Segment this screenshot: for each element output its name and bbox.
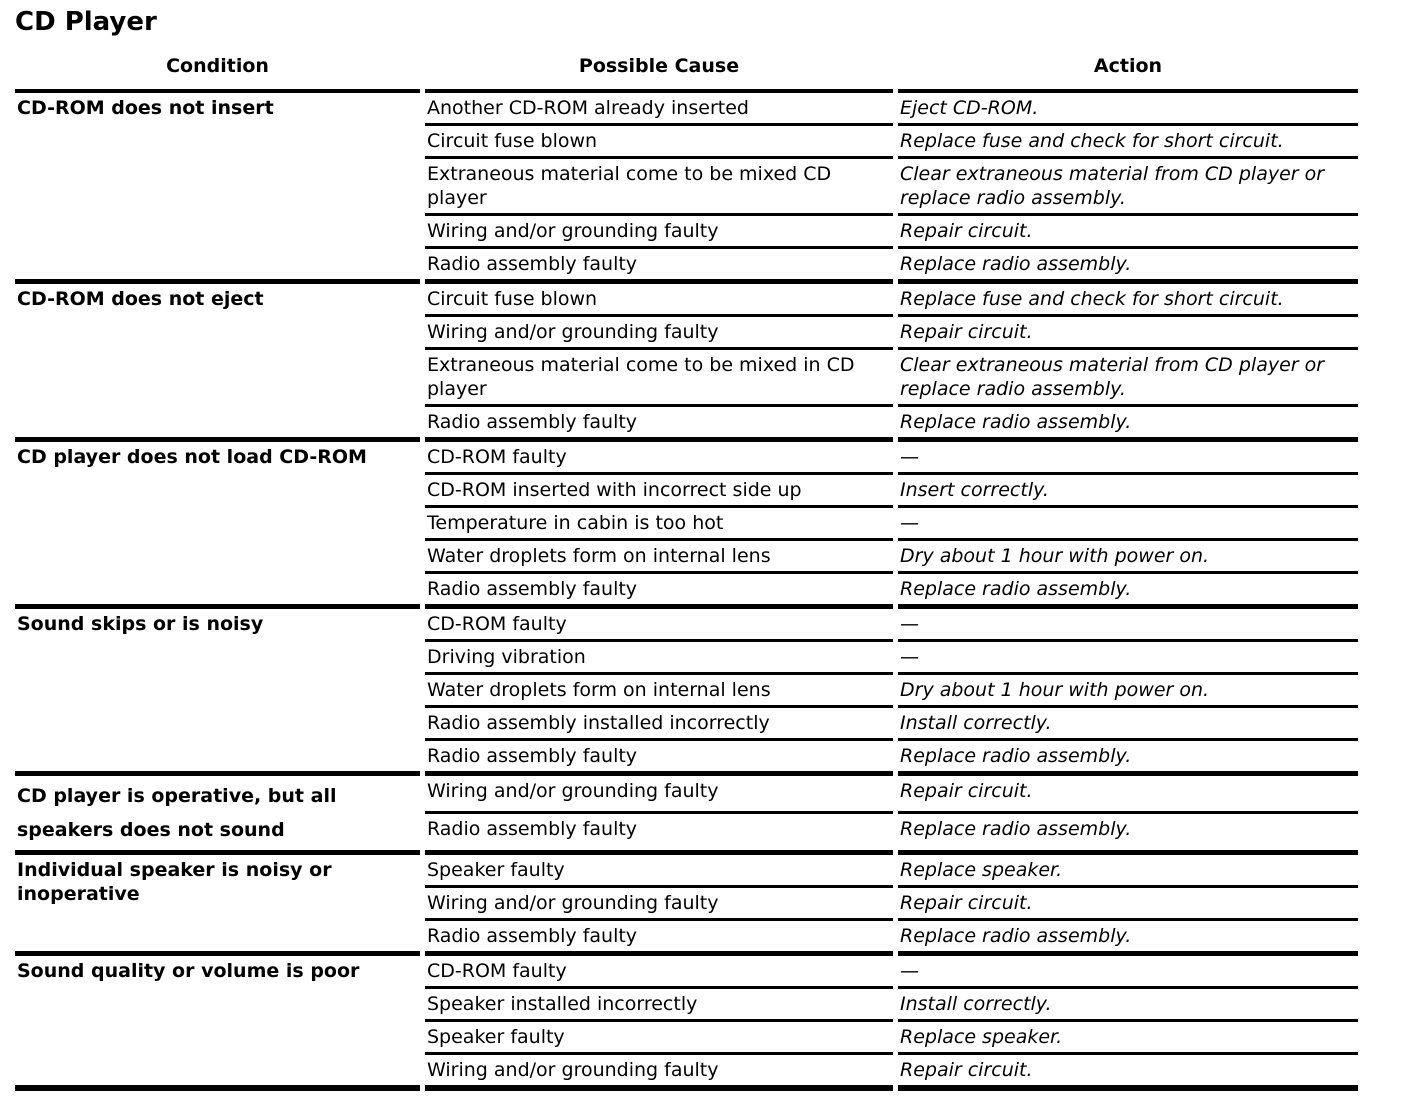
table-row: CD player does not load CD-ROM CD-ROM fa… [15, 442, 1358, 609]
table-row: Radio assembly faulty Replace radio asse… [15, 249, 1358, 284]
condition-cell: CD player does not load CD-ROM [15, 442, 420, 609]
action-cell: Repair circuit. [898, 888, 1358, 921]
condition-cell: Sound quality or volume is poor [15, 956, 420, 1091]
cause-cell: Wiring and/or grounding faulty [425, 216, 893, 249]
action-cell: Replace radio assembly. [898, 921, 1358, 956]
action-cell: Repair circuit. [898, 776, 1358, 814]
cause-cell: Radio assembly installed incorrectly [425, 708, 893, 741]
column-header-possible-cause: Possible Cause [425, 37, 893, 93]
condition-cell: CD player is operative, but all speakers… [15, 776, 420, 855]
table-row: Sound skips or is noisy CD-ROM faulty — [15, 609, 1358, 776]
troubleshooting-table: Condition Possible Cause Action CD-ROM d… [10, 37, 1363, 1091]
action-cell: — [898, 508, 1358, 541]
cause-cell: Extraneous material come to be mixed CD … [425, 159, 893, 216]
action-cell: Replace radio assembly. [898, 741, 1358, 776]
action-cell: Repair circuit. [898, 1055, 1358, 1091]
action-cell: Replace fuse and check for short circuit… [898, 126, 1358, 159]
cause-cell: Temperature in cabin is too hot [425, 508, 893, 541]
cause-cell: Water droplets form on internal lens [425, 675, 893, 708]
condition-cell: Sound skips or is noisy [15, 609, 420, 776]
table-row: Speaker faulty Replace speaker. [15, 1022, 1358, 1055]
cause-cell: CD-ROM faulty [425, 609, 893, 642]
cause-cell: CD-ROM faulty [425, 442, 893, 475]
action-cell: — [898, 642, 1358, 675]
table-row: Radio assembly installed incorrectly Ins… [15, 708, 1358, 741]
page-title: CD Player [15, 7, 157, 37]
table-row: Radio assembly faulty Replace radio asse… [15, 741, 1358, 776]
table-row: CD-ROM does not insert Another CD-ROM al… [15, 93, 1358, 284]
table-row: Extraneous material come to be mixed in … [15, 350, 1358, 407]
cause-cell: Circuit fuse blown [425, 284, 893, 317]
action-cell: Install correctly. [898, 989, 1358, 1022]
header-row: Condition Possible Cause Action [15, 37, 1358, 93]
action-cell: Dry about 1 hour with power on. [898, 541, 1358, 574]
column-header-action: Action [898, 37, 1358, 93]
table-row: Extraneous material come to be mixed CD … [15, 159, 1358, 216]
cause-cell: Radio assembly faulty [425, 814, 893, 855]
cause-cell: Another CD-ROM already inserted [425, 93, 893, 126]
cause-cell: Radio assembly faulty [425, 741, 893, 776]
table-row: Water droplets form on internal lens Dry… [15, 541, 1358, 574]
table-row: Radio assembly faulty Replace radio asse… [15, 574, 1358, 609]
table-row: Wiring and/or grounding faulty Repair ci… [15, 888, 1358, 921]
action-cell: Replace radio assembly. [898, 249, 1358, 284]
action-cell: Replace speaker. [898, 855, 1358, 888]
cause-cell: CD-ROM inserted with incorrect side up [425, 475, 893, 508]
table-row: Wiring and/or grounding faulty Repair ci… [15, 1055, 1358, 1091]
table-row: Speaker installed incorrectly Install co… [15, 989, 1358, 1022]
cause-cell: Speaker faulty [425, 1022, 893, 1055]
cause-cell: Radio assembly faulty [425, 574, 893, 609]
cause-cell: Water droplets form on internal lens [425, 541, 893, 574]
table-header: Condition Possible Cause Action [15, 37, 1358, 93]
action-cell: Install correctly. [898, 708, 1358, 741]
action-cell: Clear extraneous material from CD player… [898, 159, 1358, 216]
condition-cell: CD-ROM does not insert [15, 93, 420, 284]
table-row: Sound quality or volume is poor CD-ROM f… [15, 956, 1358, 1091]
action-cell: Insert correctly. [898, 475, 1358, 508]
cause-cell: CD-ROM faulty [425, 956, 893, 989]
action-cell: — [898, 609, 1358, 642]
column-header-condition: Condition [15, 37, 420, 93]
table-row: Wiring and/or grounding faulty Repair ci… [15, 317, 1358, 350]
table-row: Radio assembly faulty Replace radio asse… [15, 921, 1358, 956]
action-cell: Clear extraneous material from CD player… [898, 350, 1358, 407]
table-row: CD-ROM inserted with incorrect side up I… [15, 475, 1358, 508]
table-row: CD player is operative, but all speakers… [15, 776, 1358, 855]
cause-cell: Circuit fuse blown [425, 126, 893, 159]
action-cell: Replace speaker. [898, 1022, 1358, 1055]
table-row: Individual speaker is noisy or inoperati… [15, 855, 1358, 956]
action-cell: Dry about 1 hour with power on. [898, 675, 1358, 708]
action-cell: Replace radio assembly. [898, 814, 1358, 855]
table-row: Temperature in cabin is too hot — [15, 508, 1358, 541]
cause-cell: Driving vibration [425, 642, 893, 675]
condition-cell: Individual speaker is noisy or inoperati… [15, 855, 420, 956]
cause-cell: Wiring and/or grounding faulty [425, 776, 893, 814]
table-row: CD-ROM does not eject Circuit fuse blown… [15, 284, 1358, 442]
cause-cell: Wiring and/or grounding faulty [425, 1055, 893, 1091]
cause-cell: Speaker faulty [425, 855, 893, 888]
table-row: Water droplets form on internal lens Dry… [15, 675, 1358, 708]
cause-cell: Radio assembly faulty [425, 921, 893, 956]
action-cell: Replace fuse and check for short circuit… [898, 284, 1358, 317]
action-cell: Eject CD-ROM. [898, 93, 1358, 126]
action-cell: Repair circuit. [898, 216, 1358, 249]
cause-cell: Extraneous material come to be mixed in … [425, 350, 893, 407]
cause-cell: Wiring and/or grounding faulty [425, 317, 893, 350]
table-row: Radio assembly faulty Replace radio asse… [15, 407, 1358, 442]
table-row: Circuit fuse blown Replace fuse and chec… [15, 126, 1358, 159]
action-cell: Replace radio assembly. [898, 574, 1358, 609]
action-cell: — [898, 442, 1358, 475]
cause-cell: Radio assembly faulty [425, 407, 893, 442]
table-row: Wiring and/or grounding faulty Repair ci… [15, 216, 1358, 249]
cause-cell: Speaker installed incorrectly [425, 989, 893, 1022]
table-row: Driving vibration — [15, 642, 1358, 675]
cause-cell: Wiring and/or grounding faulty [425, 888, 893, 921]
condition-cell: CD-ROM does not eject [15, 284, 420, 442]
action-cell: Replace radio assembly. [898, 407, 1358, 442]
cause-cell: Radio assembly faulty [425, 249, 893, 284]
action-cell: Repair circuit. [898, 317, 1358, 350]
table-row: Radio assembly faulty Replace radio asse… [15, 814, 1358, 855]
action-cell: — [898, 956, 1358, 989]
